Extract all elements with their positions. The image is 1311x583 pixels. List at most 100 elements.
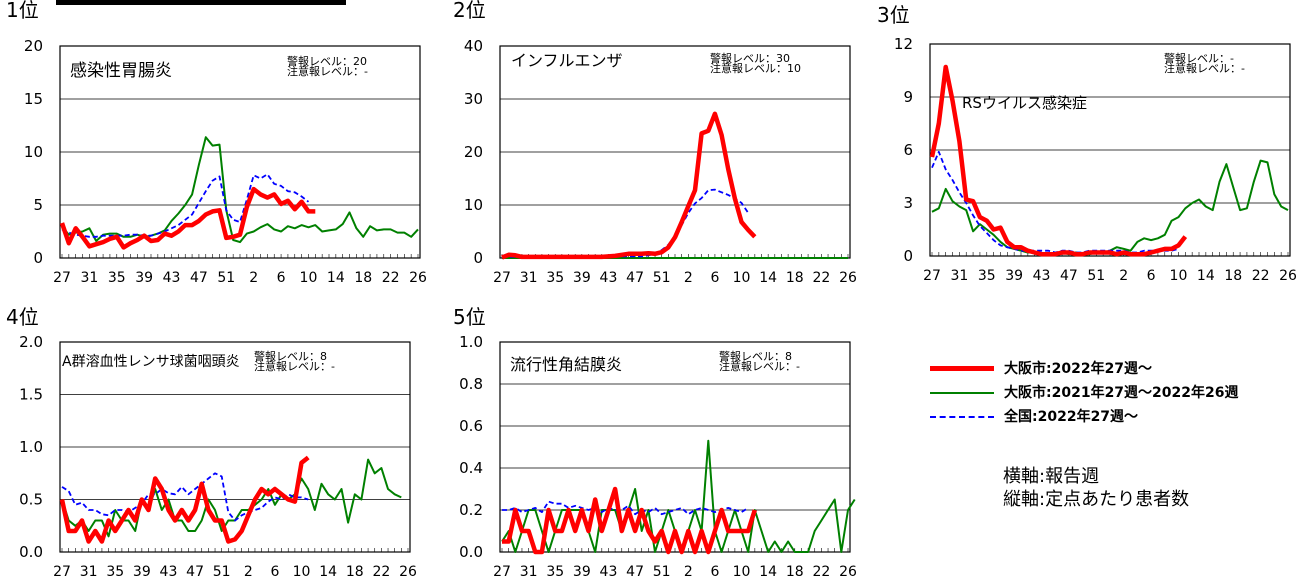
chart1-title: 感染性胃腸炎 — [70, 61, 172, 81]
chart2-x-tick-label-11: 18 — [786, 270, 804, 286]
chart2-x-tick-label-6: 51 — [653, 270, 671, 286]
rank-1-label: 1位 — [6, 0, 39, 22]
legend-label-osaka-2021: 大阪市:2021年27週～2022年26週 — [1004, 385, 1239, 401]
chart2-series-osaka-2022 — [501, 111, 757, 260]
chart5-x-tick-label-3: 39 — [573, 564, 591, 580]
chart5-x-tick-label-0: 27 — [493, 564, 511, 580]
chart2-x-tick-label-0: 27 — [493, 270, 511, 286]
chart5-x-tick-label-1: 31 — [520, 564, 538, 580]
chart5-y-tick-label-5: 1.0 — [459, 333, 483, 351]
chart1-series-national-2022 — [61, 173, 310, 238]
chart1-x-tick-label-9: 10 — [300, 270, 318, 286]
chart5-y-tick-label-0: 0.0 — [459, 543, 483, 561]
chart2-x-tick-label-1: 31 — [520, 270, 538, 286]
chart2-x-tick-label-4: 43 — [600, 270, 618, 286]
chart4-series-osaka-2022 — [59, 455, 310, 544]
chart3-warning-level: 注意報レベル：- — [1164, 61, 1245, 75]
legend-item-osaka-2022: 大阪市:2022年27週～ — [930, 356, 1311, 380]
legend-label-national-2022: 全国:2022年27週～ — [1004, 409, 1139, 425]
chart3-y-tick-label-4: 12 — [894, 35, 913, 53]
chart4-x-tick-label-7: 2 — [244, 564, 253, 580]
rank-4-label: 4位 — [6, 305, 39, 329]
chart5-x-tick-label-8: 6 — [710, 564, 719, 580]
chart3-x-tick-label-10: 14 — [1197, 268, 1215, 284]
chart5-x-tick-label-7: 2 — [684, 564, 693, 580]
chart1-x-tick-label-0: 27 — [53, 270, 71, 286]
chart2-x-tick-label-5: 47 — [626, 270, 644, 286]
chart3-x-tick-label-6: 51 — [1087, 268, 1105, 284]
chart4-x-tick-label-6: 51 — [213, 564, 231, 580]
rank-2-label: 2位 — [453, 0, 486, 22]
rank-5-label: 5位 — [453, 305, 486, 329]
chart4-x-tick-label-8: 6 — [270, 564, 279, 580]
chart3-x-tick-label-2: 35 — [978, 268, 996, 284]
chart2-x-tick-label-13: 26 — [839, 270, 857, 286]
chart1-x-tick-label-3: 39 — [135, 270, 153, 286]
chart2-x-tick-label-3: 39 — [573, 270, 591, 286]
chart3-y-tick-label-0: 0 — [903, 247, 913, 265]
chart2-x-tick-label-2: 35 — [546, 270, 564, 286]
chart1-x-tick-label-5: 47 — [190, 270, 208, 286]
chart1-x-tick-label-2: 35 — [108, 270, 126, 286]
chart4-y-tick-label-2: 1.0 — [19, 438, 43, 456]
chart1-y-tick-label-1: 5 — [33, 196, 43, 214]
chart5-x-tick-label-12: 22 — [812, 564, 830, 580]
chart1-x-tick-label-8: 6 — [277, 270, 286, 286]
chart4-series-osaka-2021 — [61, 458, 402, 538]
chart3-x-tick-label-7: 2 — [1119, 268, 1128, 284]
chart5-y-tick-label-2: 0.4 — [459, 459, 483, 477]
chart5-x-tick-label-4: 43 — [600, 564, 618, 580]
rank-3-label: 3位 — [877, 3, 910, 27]
chart4-title: A群溶血性レンサ球菌咽頭炎 — [62, 354, 240, 370]
chart4-y-tick-label-3: 1.5 — [19, 386, 43, 404]
chart3-x-tick-label-9: 10 — [1170, 268, 1188, 284]
chart3-x-tick-label-4: 43 — [1033, 268, 1051, 284]
chart3-y-tick-label-3: 9 — [903, 88, 913, 106]
chart5-y-tick-label-3: 0.6 — [459, 417, 483, 435]
legend: 大阪市:2022年27週～ 大阪市:2021年27週～2022年26週 全国:2… — [930, 356, 1311, 428]
chart3-x-tick-label-13: 26 — [1279, 268, 1297, 284]
chart3-x-tick-label-11: 18 — [1224, 268, 1242, 284]
chart4-series-national-2022 — [61, 472, 309, 522]
chart3-y-tick-label-1: 3 — [903, 194, 913, 212]
chart5-series-national-2022 — [502, 500, 749, 516]
chart2-x-tick-label-12: 22 — [812, 270, 830, 286]
chart3-x-tick-label-0: 27 — [923, 268, 941, 284]
chart3-x-tick-label-5: 47 — [1060, 268, 1078, 284]
chart4-x-tick-label-1: 31 — [80, 564, 98, 580]
chart4-x-tick-label-9: 10 — [293, 564, 311, 580]
chart4-x-tick-label-4: 43 — [160, 564, 178, 580]
x-axis-note: 横軸:報告週 — [1003, 466, 1100, 487]
chart3-title: RSウイルス感染症 — [962, 94, 1087, 112]
chart4-y-tick-label-1: 0.5 — [19, 491, 43, 509]
legend-item-national-2022: 全国:2022年27週～ — [930, 404, 1311, 428]
chart2-y-tick-label-1: 10 — [464, 196, 483, 214]
chart2-y-tick-label-3: 30 — [464, 90, 483, 108]
chart5-series-osaka-2022 — [502, 486, 757, 555]
chart1-x-tick-label-7: 2 — [249, 270, 258, 286]
chart1-x-tick-label-13: 26 — [409, 270, 427, 286]
chart4-x-tick-label-2: 35 — [106, 564, 124, 580]
chart4-alert-level: 警報レベル：8 — [254, 349, 327, 363]
chart1-x-tick-label-10: 14 — [327, 270, 345, 286]
chart3-x-tick-label-1: 31 — [950, 268, 968, 284]
chart5-x-tick-label-9: 10 — [733, 564, 751, 580]
chart5-x-tick-label-10: 14 — [759, 564, 777, 580]
chart3-x-tick-label-3: 39 — [1005, 268, 1023, 284]
chart5-x-tick-label-13: 26 — [839, 564, 857, 580]
chart5-y-tick-label-1: 0.2 — [459, 501, 483, 519]
chart1-x-tick-label-1: 31 — [80, 270, 98, 286]
chart5-x-tick-label-11: 18 — [786, 564, 804, 580]
chart4-x-tick-label-13: 26 — [399, 564, 417, 580]
chart1-x-tick-label-11: 18 — [354, 270, 372, 286]
y-axis-note: 縦軸:定点あたり患者数 — [1003, 489, 1190, 510]
chart1-y-tick-label-0: 0 — [33, 249, 43, 267]
chart1-x-tick-label-6: 51 — [217, 270, 235, 286]
legend-item-osaka-2021: 大阪市:2021年27週～2022年26週 — [930, 380, 1311, 404]
legend-swatch-osaka-2022 — [930, 366, 994, 371]
chart2-x-tick-label-10: 14 — [759, 270, 777, 286]
chart5-x-tick-label-5: 47 — [626, 564, 644, 580]
chart2-x-tick-label-9: 10 — [733, 270, 751, 286]
chart5-warning-level: 注意報レベル：- — [719, 359, 800, 373]
